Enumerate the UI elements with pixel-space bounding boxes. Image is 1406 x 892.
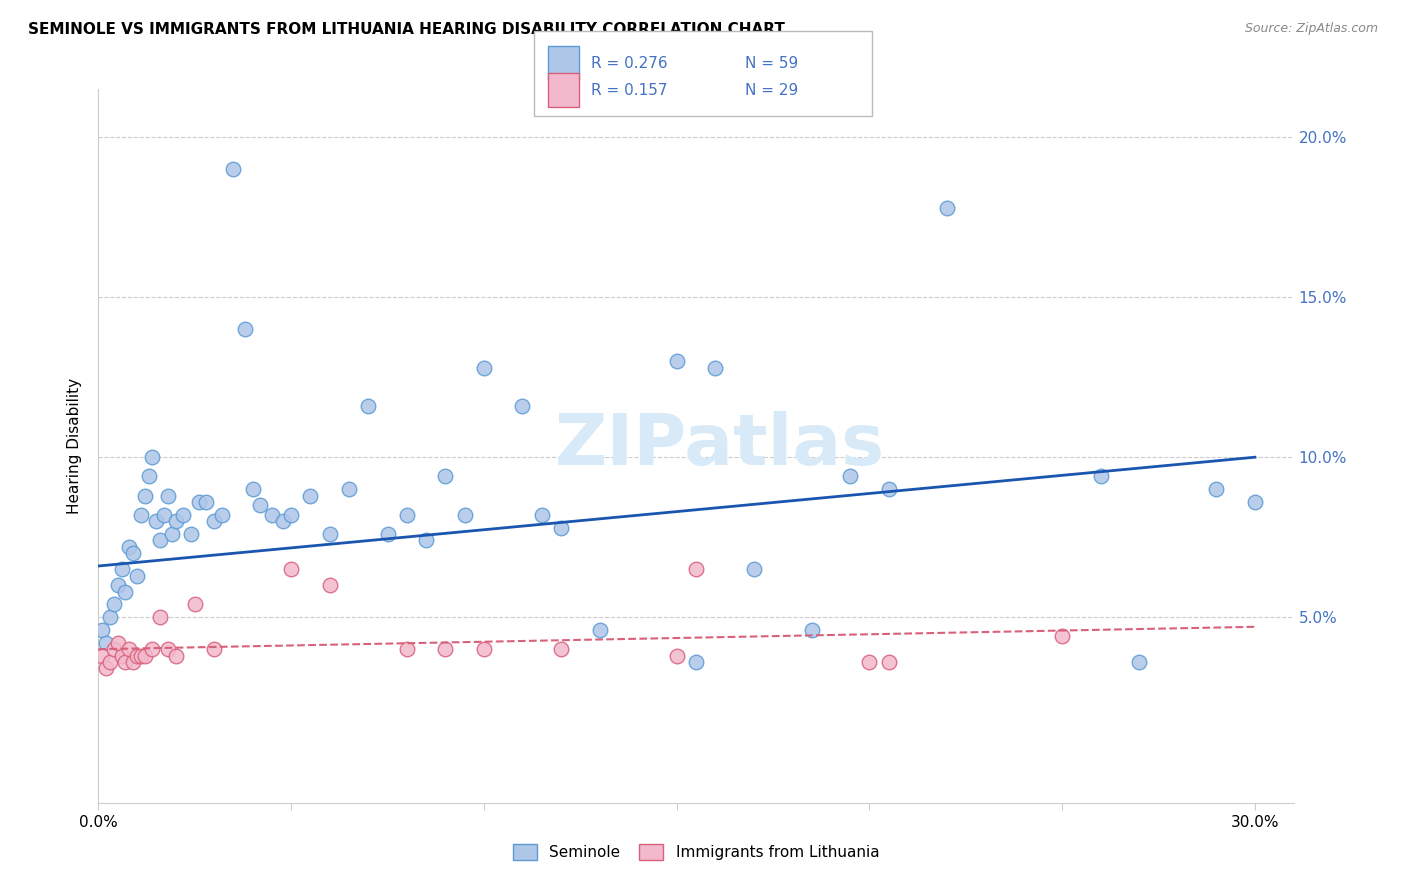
Point	[1050, 629, 1073, 643]
Point	[98, 655, 121, 669]
Point	[134, 489, 156, 503]
Point	[138, 469, 160, 483]
Point	[156, 642, 179, 657]
Legend: Seminole, Immigrants from Lithuania: Seminole, Immigrants from Lithuania	[506, 838, 886, 866]
Point	[149, 610, 172, 624]
Point	[280, 562, 302, 576]
Point	[211, 508, 233, 522]
Point	[935, 201, 957, 215]
Point	[91, 648, 114, 663]
Point	[222, 162, 245, 177]
Point	[122, 546, 145, 560]
Point	[153, 508, 176, 522]
Text: ZIPatlas: ZIPatlas	[555, 411, 884, 481]
Point	[260, 508, 283, 522]
Point	[110, 648, 132, 663]
Point	[434, 469, 457, 483]
Point	[395, 642, 418, 657]
Point	[110, 562, 132, 576]
Point	[165, 514, 187, 528]
Point	[134, 648, 156, 663]
Point	[129, 648, 152, 663]
Point	[202, 642, 225, 657]
Point	[114, 655, 136, 669]
Point	[858, 655, 880, 669]
Point	[184, 598, 207, 612]
Point	[149, 533, 172, 548]
Point	[156, 489, 179, 503]
Point	[242, 482, 264, 496]
Point	[665, 354, 688, 368]
Point	[129, 508, 152, 522]
Point	[202, 514, 225, 528]
Point	[337, 482, 360, 496]
Point	[107, 578, 129, 592]
Point	[1244, 495, 1267, 509]
Point	[742, 562, 765, 576]
Point	[145, 514, 167, 528]
Text: R = 0.276: R = 0.276	[591, 56, 666, 70]
Text: N = 29: N = 29	[745, 83, 799, 97]
Point	[588, 623, 610, 637]
Point	[665, 648, 688, 663]
Point	[472, 360, 495, 375]
Point	[704, 360, 727, 375]
Point	[125, 648, 148, 663]
Point	[114, 584, 136, 599]
Point	[377, 527, 399, 541]
Point	[685, 655, 707, 669]
Point	[94, 661, 117, 675]
Point	[415, 533, 437, 548]
Point	[118, 540, 141, 554]
Point	[122, 655, 145, 669]
Point	[195, 495, 218, 509]
Point	[1090, 469, 1112, 483]
Point	[107, 636, 129, 650]
Point	[357, 399, 380, 413]
Text: Source: ZipAtlas.com: Source: ZipAtlas.com	[1244, 22, 1378, 36]
Text: SEMINOLE VS IMMIGRANTS FROM LITHUANIA HEARING DISABILITY CORRELATION CHART: SEMINOLE VS IMMIGRANTS FROM LITHUANIA HE…	[28, 22, 785, 37]
Point	[1205, 482, 1227, 496]
Point	[94, 636, 117, 650]
Point	[98, 610, 121, 624]
Point	[512, 399, 534, 413]
Point	[141, 642, 163, 657]
Point	[550, 520, 572, 534]
Point	[187, 495, 209, 509]
Point	[273, 514, 295, 528]
Point	[453, 508, 475, 522]
Point	[434, 642, 457, 657]
Point	[103, 642, 125, 657]
Point	[319, 578, 342, 592]
Point	[141, 450, 163, 465]
Text: N = 59: N = 59	[745, 56, 799, 70]
Point	[172, 508, 194, 522]
Point	[118, 642, 141, 657]
Point	[160, 527, 183, 541]
Point	[299, 489, 322, 503]
Point	[103, 598, 125, 612]
Point	[91, 623, 114, 637]
Point	[877, 482, 900, 496]
Point	[125, 568, 148, 582]
Point	[472, 642, 495, 657]
Text: R = 0.157: R = 0.157	[591, 83, 666, 97]
Point	[249, 498, 271, 512]
Point	[839, 469, 862, 483]
Point	[530, 508, 553, 522]
Point	[685, 562, 707, 576]
Point	[550, 642, 572, 657]
Point	[395, 508, 418, 522]
Point	[280, 508, 302, 522]
Point	[1128, 655, 1150, 669]
Y-axis label: Hearing Disability: Hearing Disability	[67, 378, 83, 514]
Point	[233, 322, 256, 336]
Point	[800, 623, 823, 637]
Point	[877, 655, 900, 669]
Point	[165, 648, 187, 663]
Point	[180, 527, 202, 541]
Point	[319, 527, 342, 541]
